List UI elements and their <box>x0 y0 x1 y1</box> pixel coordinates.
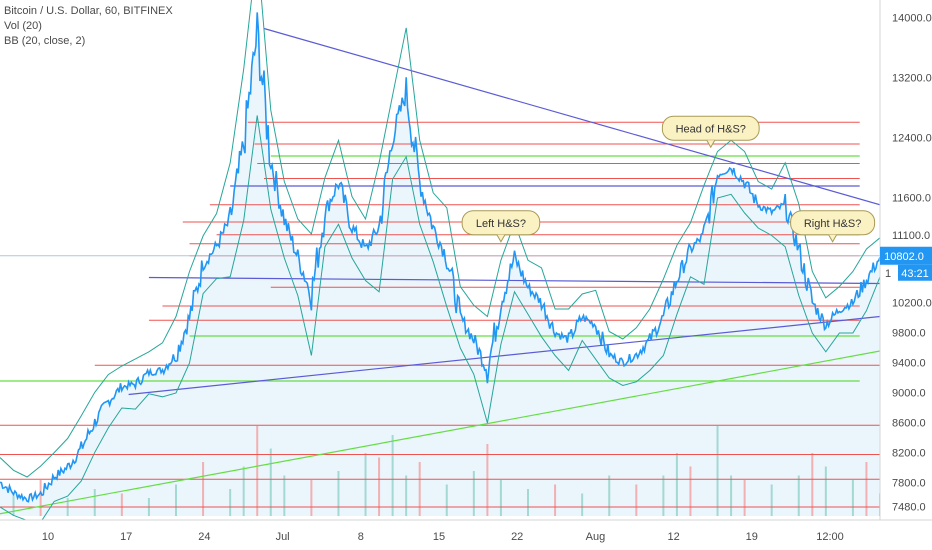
volume-bar <box>635 484 638 516</box>
price-level-tag: 1 <box>885 268 891 280</box>
volume-bar <box>581 493 584 516</box>
volume-bar <box>824 466 827 516</box>
volume-bar <box>242 466 245 516</box>
x-tick-label: 22 <box>511 531 523 543</box>
volume-bar <box>391 435 394 516</box>
bollinger-bands-label[interactable]: BB (20, close, 2) <box>4 35 86 47</box>
x-tick-label: 12 <box>667 531 679 543</box>
symbol-title[interactable]: Bitcoin / U.S. Dollar, 60, BITFINEX <box>4 5 173 17</box>
volume-bar <box>770 484 773 516</box>
callout-annotation[interactable]: Head of H&S? <box>661 115 760 149</box>
volume-bar <box>405 475 408 516</box>
volume-bar <box>675 453 678 516</box>
volume-bar <box>486 444 489 516</box>
y-tick-label: 9400.0 <box>892 357 926 369</box>
y-tick-label: 8600.0 <box>892 417 926 429</box>
y-tick-label: 8200.0 <box>892 447 926 459</box>
price-series-line[interactable] <box>0 12 880 503</box>
y-tick-label: 9800.0 <box>892 327 926 339</box>
y-tick-label: 12400.0 <box>892 132 932 144</box>
y-tick-label: 14000.0 <box>892 12 932 24</box>
x-tick-label: 19 <box>746 531 758 543</box>
x-tick-label: 17 <box>120 531 132 543</box>
volume-bar <box>202 462 205 516</box>
current-price-tag <box>880 246 932 265</box>
volume-bar <box>120 493 123 516</box>
price-area-fill <box>0 12 880 517</box>
x-tick-label: 12:00 <box>816 531 844 543</box>
volume-bar <box>12 493 15 516</box>
countdown-value: 43:21 <box>901 268 929 280</box>
volume-bar <box>256 426 259 516</box>
volume-bar <box>554 484 557 516</box>
volume-bar <box>797 475 800 516</box>
x-tick-label: Aug <box>586 531 606 543</box>
y-tick-label: 9000.0 <box>892 387 926 399</box>
volume-bar <box>283 475 286 516</box>
x-tick-label: 10 <box>42 531 54 543</box>
volume-bar <box>730 475 733 516</box>
callout-label: Head of H&S? <box>676 123 746 135</box>
volume-bar <box>527 489 529 516</box>
callout-label: Right H&S? <box>804 218 861 230</box>
volume-bar <box>364 453 367 516</box>
volume-bar <box>269 448 272 516</box>
y-tick-label: 11600.0 <box>892 192 931 204</box>
volume-bar <box>310 480 313 516</box>
volume-bar <box>716 426 719 516</box>
volume-bar <box>93 489 96 516</box>
neckline-trend-line[interactable] <box>128 315 880 396</box>
callout-annotation[interactable]: Right H&S? <box>790 210 876 243</box>
volume-bar <box>743 480 746 516</box>
x-tick-label: 24 <box>198 531 210 543</box>
chart-legend: Bitcoin / U.S. Dollar, 60, BITFINEX Vol … <box>4 4 173 49</box>
y-tick-label: 13200.0 <box>892 72 932 84</box>
horizontal-trend-line[interactable] <box>148 276 880 285</box>
y-tick-label: 7480.0 <box>892 501 926 513</box>
y-tick-label: 7800.0 <box>892 477 926 489</box>
x-tick-label: Jul <box>276 531 290 543</box>
volume-bar <box>689 466 692 516</box>
callout-annotation[interactable]: Left H&S? <box>461 210 541 243</box>
volume-bar <box>445 484 448 516</box>
volume-bar <box>865 462 868 516</box>
volume-bar <box>811 453 814 516</box>
bollinger-upper-band <box>0 0 880 478</box>
volume-bar <box>229 489 232 516</box>
volume-bar <box>175 484 177 516</box>
volume-bar <box>608 475 611 516</box>
volume-bar <box>378 457 381 516</box>
support-trend-line[interactable] <box>0 350 880 515</box>
volume-bar <box>662 475 665 516</box>
volume-indicator-label[interactable]: Vol (20) <box>4 20 42 32</box>
x-tick-label: 8 <box>358 531 364 543</box>
volume-bar <box>851 480 854 516</box>
y-tick-label: 11100.0 <box>892 230 930 242</box>
bollinger-lower-band <box>0 115 880 520</box>
volume-bar <box>499 480 502 516</box>
countdown-tag <box>898 264 932 281</box>
volume-bar <box>472 471 475 516</box>
volume-bar <box>418 462 421 516</box>
volume-bar <box>337 471 340 516</box>
resistance-trend-line[interactable] <box>263 27 880 206</box>
x-tick-label: 15 <box>433 531 445 543</box>
y-tick-label: 10200.0 <box>892 297 932 309</box>
current-price-value: 10802.0 <box>884 251 924 263</box>
volume-bar <box>39 480 42 516</box>
callout-label: Left H&S? <box>476 218 526 230</box>
